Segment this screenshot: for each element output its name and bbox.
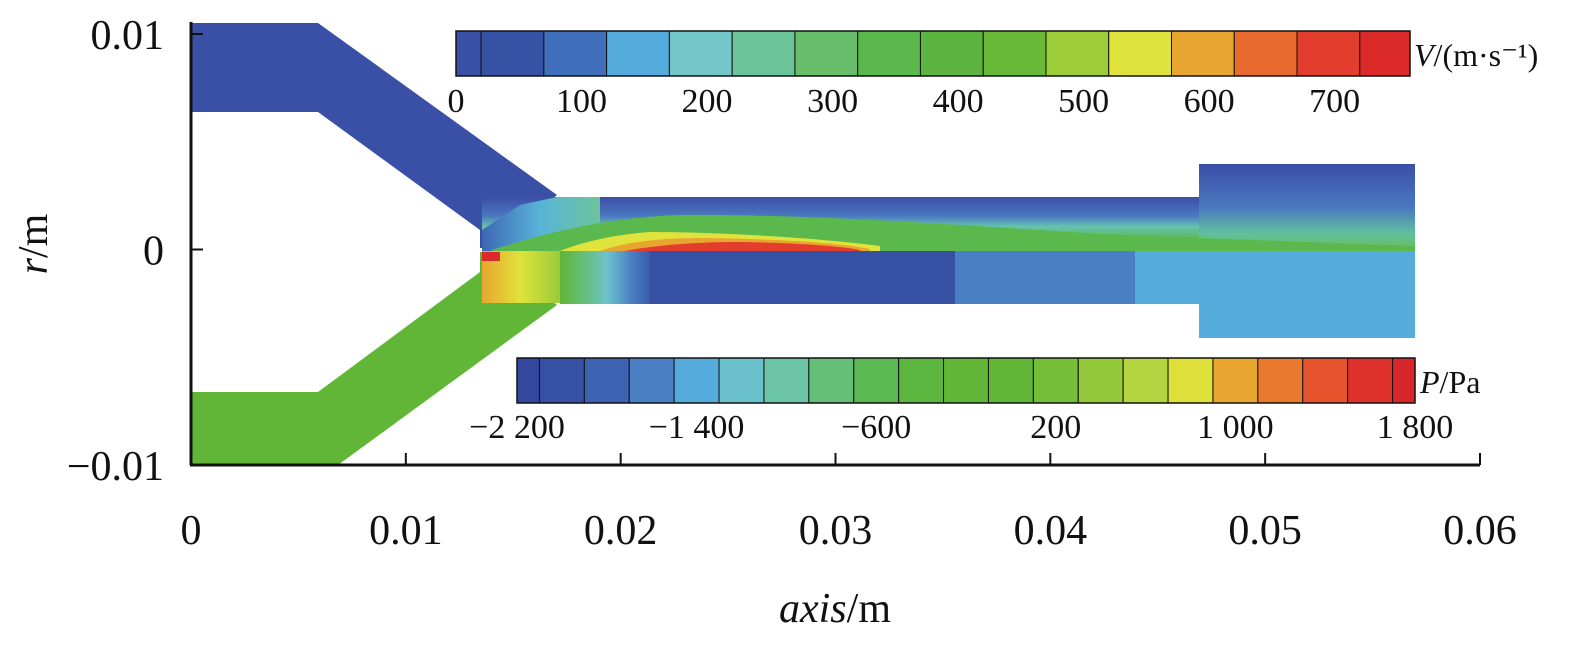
colorbar-cell [943, 357, 989, 404]
colorbar-cell [919, 30, 984, 77]
outlet-upper [1199, 164, 1415, 251]
velocity-colorbar-cells [455, 30, 1411, 77]
colorbar-cell [987, 357, 1034, 404]
colorbar-tick-label: 600 [1184, 83, 1235, 120]
throat-red-spot [482, 252, 500, 261]
upper-nozzle-channel [192, 23, 557, 248]
colorbar-cell [731, 30, 796, 77]
colorbar-cell [1347, 357, 1394, 404]
pressure-colorbar-var: P [1419, 364, 1440, 400]
colorbar-cell [628, 357, 675, 404]
colorbar-tick-label: 200 [682, 83, 733, 120]
colorbar-tick-label: 100 [556, 83, 607, 120]
colorbar-tick-label: 300 [807, 83, 858, 120]
colorbar-cell [794, 30, 859, 77]
y-axis-title-var: r [11, 257, 57, 274]
colorbar-cell [1171, 30, 1235, 77]
colorbar-cell [1122, 357, 1169, 404]
lower-nozzle-channel [192, 252, 557, 465]
colorbar-cell [538, 357, 585, 404]
x-tick-label: 0.03 [799, 508, 873, 554]
colorbar-cell [808, 357, 855, 404]
colorbar-cell [606, 30, 670, 77]
colorbar-tick-label: 1 000 [1197, 409, 1274, 446]
colorbar-tick-label: −1 400 [649, 409, 745, 446]
colorbar-cell [1045, 30, 1110, 77]
low-pressure-transition [560, 251, 655, 304]
colorbar-cell [1167, 357, 1214, 404]
velocity-colorbar-unit: /(m·s⁻¹) [1434, 37, 1539, 73]
x-axis-title-var: axis [779, 586, 847, 632]
colorbar-cell [857, 30, 921, 77]
axes: 0 0.01 0.02 0.03 0.04 0.05 0.06 0.01 0 −0.01 axi… [11, 13, 1517, 632]
y-axis-title-unit: /m [11, 213, 57, 258]
colorbar-cell [1302, 357, 1349, 404]
velocity-colorbar: 0 100 200 300 400 500 600 700 V/(m·s⁻¹) [448, 30, 1538, 120]
colorbar-cell [583, 357, 630, 404]
colorbar-cell [543, 30, 608, 77]
colorbar-cell [718, 357, 765, 404]
pressure-colorbar-ticks: −2 200 −1 400 −600 200 1 000 1 800 [469, 409, 1453, 446]
y-axis-title: r/m [11, 213, 57, 274]
colorbar-cell [668, 30, 733, 77]
colorbar-tick-label: 0 [448, 83, 465, 120]
colorbar-cell [1359, 30, 1411, 77]
velocity-colorbar-ticks: 0 100 200 300 400 500 600 700 [448, 83, 1361, 120]
x-ticks: 0 0.01 0.02 0.03 0.04 0.05 0.06 [181, 453, 1517, 554]
colorbar-tick-label: 200 [1030, 409, 1081, 446]
x-tick-label: 0.05 [1228, 508, 1302, 554]
colorbar-cell [853, 357, 900, 404]
low-pressure-zone [650, 251, 960, 304]
colorbar-cell [1233, 30, 1298, 77]
colorbar-cell [1296, 30, 1361, 77]
recovery-zone-tube [1135, 251, 1201, 304]
x-tick-label: 0 [181, 508, 202, 554]
pressure-field [192, 251, 1415, 465]
x-tick-label: 0.04 [1014, 508, 1088, 554]
y-tick-label: 0 [143, 229, 164, 275]
colorbar-cell [516, 357, 540, 404]
colorbar-cell [1257, 357, 1304, 404]
x-tick-label: 0.02 [584, 508, 658, 554]
colorbar-tick-label: −600 [841, 409, 911, 446]
mid-pressure-zone [955, 251, 1140, 304]
colorbar-cell [982, 30, 1047, 77]
jet-core-red [625, 242, 860, 251]
colorbar-cell [763, 357, 810, 404]
x-tick-label: 0.01 [369, 508, 443, 554]
x-axis-title: axis/m [779, 586, 891, 632]
velocity-colorbar-var: V [1414, 37, 1437, 73]
colorbar-tick-label: 700 [1309, 83, 1360, 120]
pressure-colorbar-title: P/Pa [1419, 364, 1480, 400]
colorbar-cell [1077, 357, 1124, 404]
colorbar-tick-label: 1 800 [1377, 409, 1454, 446]
y-ticks: 0.01 0 −0.01 [67, 13, 203, 490]
velocity-colorbar-frame [455, 30, 1411, 77]
colorbar-tick-label: −2 200 [469, 409, 565, 446]
colorbar-tick-label: 500 [1058, 83, 1109, 120]
colorbar-cell [1032, 357, 1079, 404]
y-tick-label: −0.01 [67, 444, 164, 490]
colorbar-tick-label: 400 [933, 83, 984, 120]
y-tick-label: 0.01 [91, 13, 165, 59]
colorbar-cell [898, 357, 945, 404]
colorbar-cell [673, 357, 720, 404]
colorbar-cell [480, 30, 545, 77]
pressure-colorbar-cells [516, 357, 1416, 404]
colorbar-cell [455, 30, 482, 77]
x-axis-title-unit: /m [847, 586, 892, 632]
velocity-colorbar-title: V/(m·s⁻¹) [1414, 37, 1538, 73]
x-tick-label: 0.06 [1443, 508, 1517, 554]
colorbar-cell [1212, 357, 1259, 404]
pressure-colorbar-unit: /Pa [1440, 364, 1481, 400]
colorbar-cell [1108, 30, 1172, 77]
velocity-field [192, 23, 1415, 251]
pressure-colorbar: −2 200 −1 400 −600 200 1 000 1 800 P/Pa [469, 357, 1480, 446]
pressure-colorbar-frame [516, 357, 1416, 404]
colorbar-cell [1392, 357, 1416, 404]
recovery-zone-outlet [1199, 251, 1415, 338]
